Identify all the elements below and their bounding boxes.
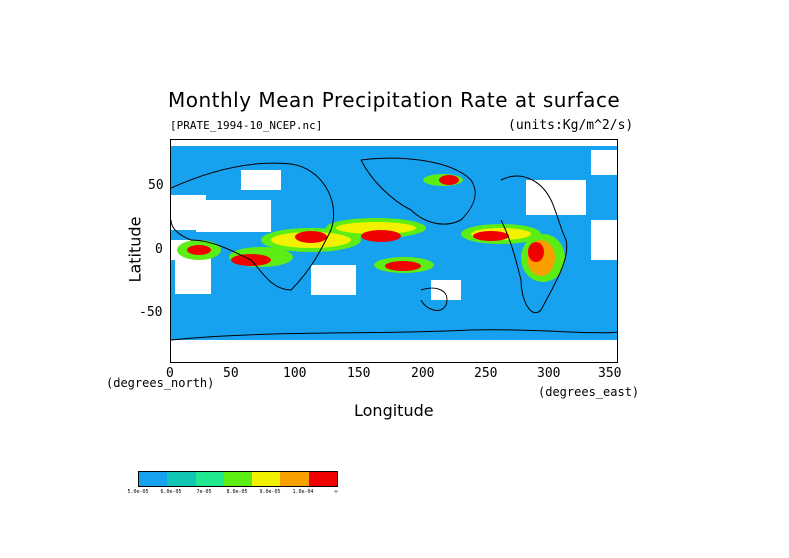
x-tick-300: 300 xyxy=(537,366,561,381)
map-title: Monthly Mean Precipitation Rate at surfa… xyxy=(168,88,621,112)
legend-swatch-3 xyxy=(195,472,224,486)
file-label: [PRATE_1994-10_NCEP.nc] xyxy=(170,119,323,132)
units-label: (units:Kg/m^2/s) xyxy=(508,118,634,133)
x-tick-250: 250 xyxy=(474,366,498,381)
x-tick-150: 150 xyxy=(347,366,371,381)
x-tick-200: 200 xyxy=(411,366,435,381)
y-axis-label: Latitude xyxy=(125,216,145,283)
legend-color-bar xyxy=(138,471,338,487)
x-tick-100: 100 xyxy=(283,366,307,381)
heavy-rain-regions xyxy=(187,175,544,271)
precipitation-map xyxy=(170,139,618,363)
legend-tick-1: 5.0e-05 xyxy=(127,489,149,495)
y-tick-0: 0 xyxy=(155,242,163,257)
x-tick-350: 350 xyxy=(598,366,622,381)
coastlines xyxy=(171,157,617,341)
x-axis-label: Longitude xyxy=(354,401,434,420)
legend-swatch-4 xyxy=(223,472,253,486)
no-data-regions xyxy=(171,140,617,362)
x-tick-50: 50 xyxy=(223,366,239,381)
legend-swatch-6 xyxy=(280,472,309,486)
legend-swatch-7 xyxy=(308,472,337,486)
legend-tick-5: 9.0e-05 xyxy=(259,489,281,495)
x-units-label: (degrees_east) xyxy=(538,385,640,399)
color-legend: 5.0e-05 6.0e-05 7e-05 8.0e-05 9.0e-05 1.… xyxy=(127,471,348,497)
map-canvas xyxy=(171,140,617,362)
legend-swatch-1 xyxy=(139,472,168,486)
legend-ticks: 5.0e-05 6.0e-05 7e-05 8.0e-05 9.0e-05 1.… xyxy=(127,487,348,497)
x-tick-0: 0 xyxy=(166,366,174,381)
legend-tick-6: 1.0e-04 xyxy=(292,489,314,495)
legend-tick-7: ∞ xyxy=(334,489,338,495)
y-units-label: (degrees_north) xyxy=(106,376,215,390)
legend-tick-3: 7e-05 xyxy=(196,489,212,495)
legend-tick-4: 8.0e-05 xyxy=(226,489,248,495)
legend-swatch-2 xyxy=(167,472,196,486)
legend-tick-2: 6.0e-05 xyxy=(160,489,182,495)
y-tick-50: 50 xyxy=(148,178,164,193)
legend-swatch-5 xyxy=(252,472,281,486)
y-tick-minus-50: -50 xyxy=(139,305,163,320)
